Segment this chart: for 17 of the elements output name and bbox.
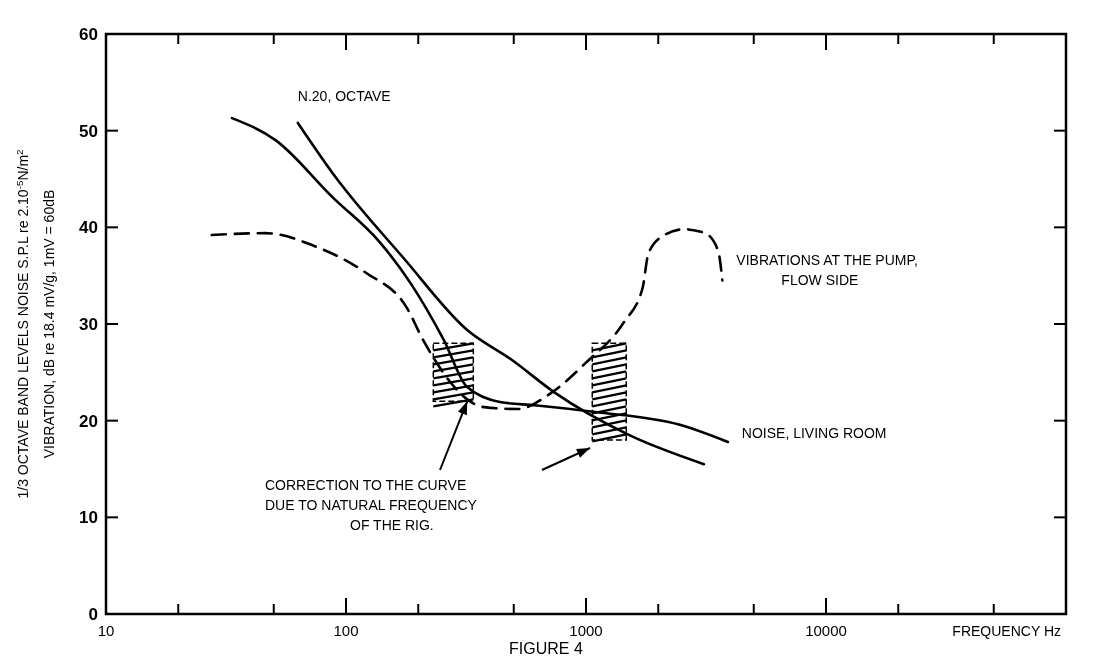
y-tick-label: 30 [79,315,98,334]
y-tick-label: 40 [79,218,98,238]
y-tick-label: 20 [79,411,98,431]
series-label: N.20, OCTAVE [297,87,391,104]
x-axis-title: FREQUENCY Hz [952,623,1061,639]
text: FIGURE 4 [509,640,583,657]
annotation: CORRECTION TO THE CURVE DUE TO NATURAL FREQUENCY OF THE RIG. [265,477,478,533]
x-tick-label: 1000 [569,622,603,639]
x-tick-label: 10 [97,622,115,639]
x-tick-label: 10000 [805,622,847,639]
series-label: VIBRATIONS AT THE PUMP, FLOW SIDE [736,251,918,288]
y-tick-label: 10 [79,508,98,528]
series-label: NOISE, LIVING ROOM [741,424,887,441]
x-tick-label: 100 [333,622,359,639]
y-tick-label: 50 [79,121,98,141]
y-tick-label: 60 [79,25,98,44]
y-tick-label: 0 [88,605,98,624]
